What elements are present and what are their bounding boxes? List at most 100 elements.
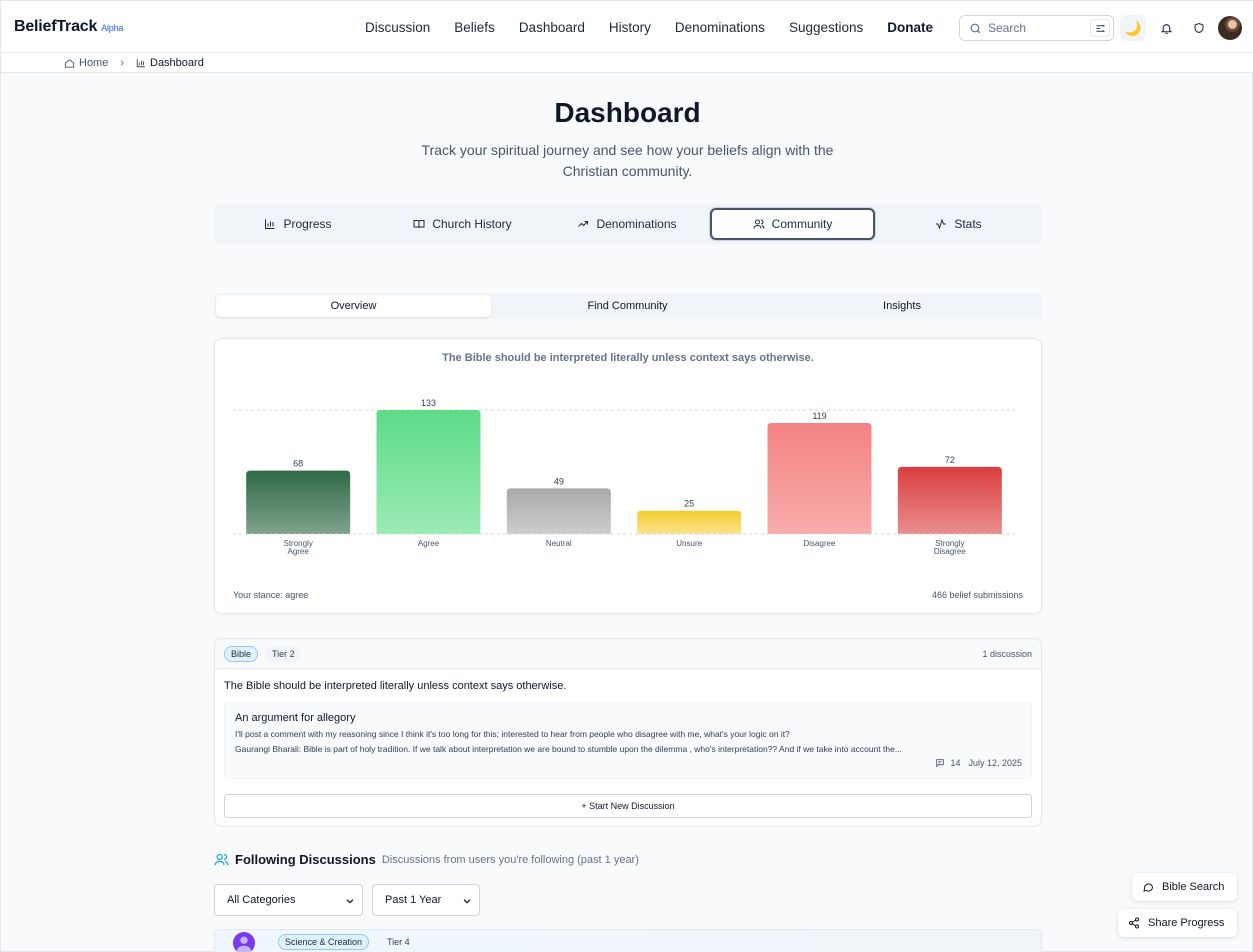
search-box <box>959 15 1114 41</box>
nav-donate[interactable]: Donate <box>887 19 934 35</box>
discussion-title[interactable]: An argument for allegory <box>235 712 356 724</box>
comment-count: 14 <box>950 758 961 768</box>
search-filter-button[interactable] <box>1090 19 1110 37</box>
category-label: Disagree <box>803 539 836 548</box>
discussion-meta: 14 July 12, 2025 <box>935 758 1022 768</box>
users-icon <box>214 853 229 866</box>
discussion-count: 1 discussion <box>982 649 1032 659</box>
nav-discussion[interactable]: Discussion <box>365 19 431 35</box>
data-label: 133 <box>421 398 436 408</box>
user-avatar[interactable] <box>233 932 255 952</box>
period-select[interactable]: Past 1 Year <box>372 884 480 916</box>
data-label: 49 <box>554 476 564 486</box>
book-icon <box>413 220 425 229</box>
main-nav: Discussion Beliefs Dashboard History Den… <box>353 1 945 53</box>
data-label: 119 <box>812 411 826 421</box>
data-label: 68 <box>293 459 303 469</box>
notifications-button[interactable] <box>1153 15 1179 41</box>
community-subtabs: Overview Find Community Insights <box>214 293 1042 319</box>
users-icon <box>753 219 765 229</box>
belief-distribution-card: The Bible should be interpreted literall… <box>214 338 1042 614</box>
message-circle-icon <box>1143 883 1154 892</box>
bible-search-button[interactable]: Bible Search <box>1132 873 1237 901</box>
category-label: Strongly Disagree <box>934 539 967 556</box>
following-discussion-item[interactable]: Science & Creation Tier 4 <box>214 929 1042 952</box>
bar-strongly-disagree[interactable] <box>897 466 1002 534</box>
brand-logo[interactable]: BeliefTrack Alpha <box>14 18 124 35</box>
bell-icon <box>1160 23 1172 34</box>
share-progress-button[interactable]: Share Progress <box>1118 909 1237 937</box>
nav-history[interactable]: History <box>608 19 651 35</box>
user-avatar[interactable] <box>1218 16 1242 40</box>
chart-title: The Bible should be interpreted literall… <box>442 352 814 364</box>
filter-icon <box>1095 24 1105 32</box>
search-input[interactable] <box>988 21 1088 35</box>
category-label: Unsure <box>676 539 702 548</box>
nav-suggestions[interactable]: Suggestions <box>788 19 864 35</box>
share-icon <box>1129 917 1139 929</box>
admin-button[interactable] <box>1186 15 1212 41</box>
trending-up-icon <box>578 221 589 227</box>
user-icon <box>236 936 252 952</box>
data-label: 25 <box>684 499 694 509</box>
top-navbar: BeliefTrack Alpha Discussion Beliefs Dash… <box>1 1 1253 53</box>
shield-icon <box>1194 22 1204 34</box>
following-discussions-header: Following Discussions Discussions from u… <box>214 852 639 867</box>
bar-agree[interactable] <box>376 410 481 534</box>
category-select[interactable]: All Categories <box>214 884 363 916</box>
submission-count: 466 belief submissions <box>931 590 1023 600</box>
category-label: Strongly Agree <box>283 539 312 556</box>
tab-stats[interactable]: Stats <box>875 208 1042 240</box>
bar-chart-icon <box>265 219 275 229</box>
tier-badge: Tier 4 <box>387 937 410 947</box>
comment-icon <box>936 759 945 768</box>
bar-unsure[interactable] <box>637 510 742 534</box>
bar-chart-icon <box>136 59 145 68</box>
breadcrumb-home[interactable]: Home <box>64 57 108 69</box>
tab-church-history[interactable]: Church History <box>382 208 543 240</box>
belief-distribution-chart: 68 Strongly Agree 133 Agree 49 Neutral 25 Unsure… <box>233 398 1015 556</box>
breadcrumb: Home Dashboard <box>1 53 1253 73</box>
chevron-down-icon <box>463 899 471 904</box>
page-title: Dashboard <box>554 97 701 128</box>
chevron-down-icon <box>346 899 354 904</box>
discussion-reply-preview: Gaurangi Bharali: Bible is part of holy … <box>235 744 902 754</box>
tab-denominations[interactable]: Denominations <box>543 208 711 240</box>
belief-discussion-card: Bible Tier 2 1 discussion The Bible shou… <box>214 638 1042 827</box>
category-label: Neutral <box>546 539 572 548</box>
belief-card-header: Bible Tier 2 1 discussion <box>215 639 1041 669</box>
category-badge[interactable]: Science & Creation <box>278 934 370 950</box>
theme-toggle-button[interactable]: 🌙 <box>1120 15 1146 41</box>
subtab-insights[interactable]: Insights <box>883 300 921 312</box>
breadcrumb-current: Dashboard <box>136 57 204 69</box>
dashboard-tabs: Progress Church History Denominations Co… <box>214 204 1042 244</box>
subtab-find-community[interactable]: Find Community <box>587 300 668 312</box>
section-subtitle: Discussions from users you're following … <box>381 853 639 866</box>
discussion-item[interactable]: An argument for allegory I'll post a com… <box>224 702 1032 779</box>
nav-dashboard[interactable]: Dashboard <box>518 19 585 35</box>
belief-statement[interactable]: The Bible should be interpreted literall… <box>224 680 567 692</box>
nav-denominations[interactable]: Denominations <box>674 19 765 35</box>
alpha-badge: Alpha <box>101 23 124 33</box>
activity-icon <box>936 218 947 230</box>
discussion-date: July 12, 2025 <box>968 758 1022 768</box>
discussion-body: I'll post a comment with my reasoning si… <box>235 729 790 739</box>
nav-beliefs[interactable]: Beliefs <box>454 19 495 35</box>
bar-strongly-agree[interactable] <box>246 470 351 534</box>
bar-neutral[interactable] <box>506 488 611 534</box>
tab-progress[interactable]: Progress <box>214 208 382 240</box>
moon-icon: 🌙 <box>1124 19 1142 36</box>
category-label: Agree <box>418 539 440 548</box>
tab-community[interactable]: Community <box>710 208 875 240</box>
bar-disagree[interactable] <box>767 423 872 534</box>
your-stance: Your stance: agree <box>233 590 309 600</box>
category-badge[interactable]: Bible <box>224 646 259 662</box>
subtab-overview[interactable]: Overview <box>216 295 491 317</box>
page-subtitle: Track your spiritual journey and see how… <box>421 142 834 179</box>
search-icon <box>970 23 981 33</box>
start-new-discussion-button[interactable]: + Start New Discussion <box>224 794 1032 818</box>
section-title: Following Discussions <box>235 852 376 867</box>
tier-badge: Tier 2 <box>266 646 301 662</box>
data-label: 72 <box>945 455 955 465</box>
chevron-right-icon <box>120 60 124 66</box>
